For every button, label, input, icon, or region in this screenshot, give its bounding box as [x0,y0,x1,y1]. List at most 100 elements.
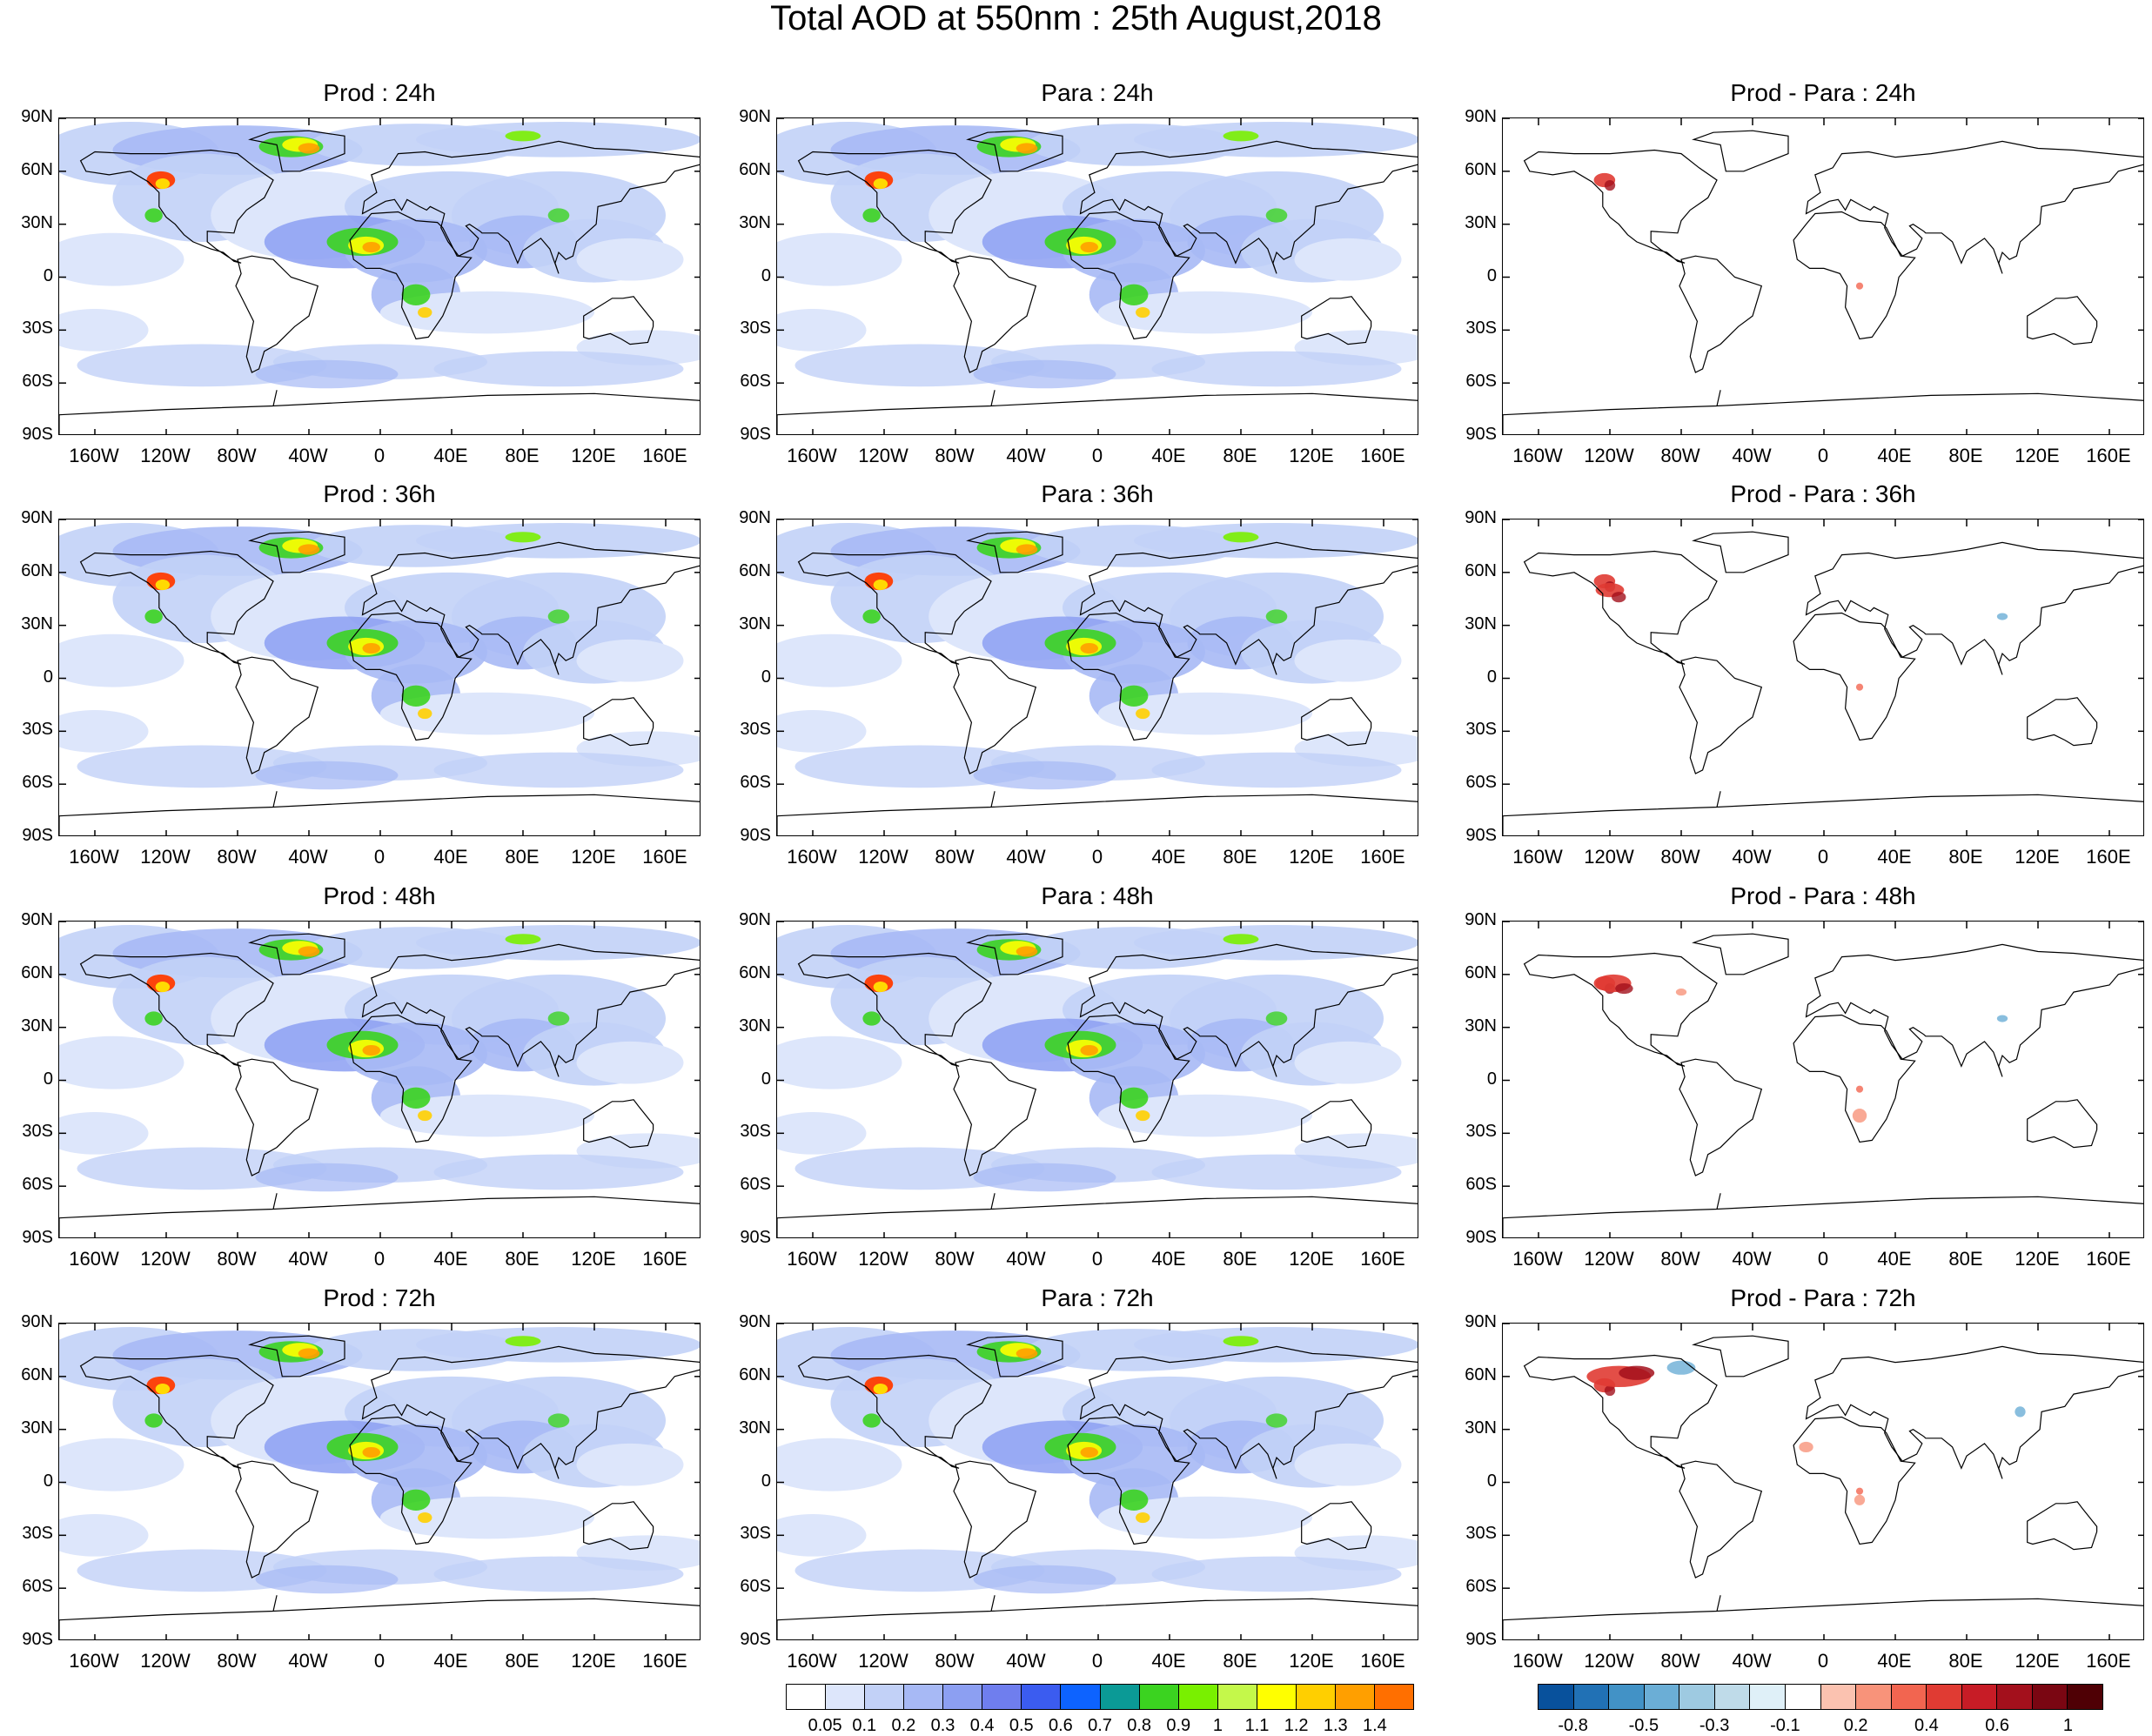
coastline [248,130,345,172]
lon-tick-label: 80W [217,846,257,868]
aod-field-patch [418,1511,432,1524]
lon-tick-label: 160E [2086,846,2131,868]
colorbar-label: 0.2 [891,1716,916,1735]
lat-tick-label: 0 [43,667,53,687]
coastline [966,531,1063,573]
lon-tick-label: 80W [1660,1650,1700,1672]
map-svg [59,118,700,434]
lon-tick-label: 0 [1091,1248,1103,1270]
lon-tick-label: 40W [1732,1248,1772,1270]
aod-field-patch [973,359,1116,389]
colorbar-swatch [1644,1685,1680,1709]
aod-field-patch [873,981,888,993]
coastline [966,130,1063,172]
lat-tick-label: 30N [1465,613,1497,633]
coastline [1079,943,1418,1077]
panel-title: Para : 24h [1041,79,1154,106]
lon-tick-label: 80E [505,1248,540,1270]
colorbar-label: 0.4 [969,1716,995,1735]
lon-tick-label: 120W [1584,1650,1634,1672]
difference-patch [1996,1015,2008,1022]
lon-tick-label: 40E [433,1650,468,1672]
lat-tick-label: 60N [739,560,771,580]
aod-field-patch [777,1036,902,1089]
difference-patch [2015,1406,2026,1418]
lon-tick-label: 120W [858,1248,908,1270]
aod-field-patch [777,309,867,352]
colorbar-swatch [1335,1685,1375,1709]
colorbar-label: -0.8 [1558,1716,1588,1735]
coastline [583,697,654,747]
aod-field-patch [505,532,541,543]
lon-tick-label: 0 [1817,1650,1829,1672]
aod-field-patch [547,609,570,624]
lat-tick-label: 30S [1465,1524,1497,1544]
aod-field-patch [777,1438,902,1491]
aod-field-patch [973,1163,1116,1192]
coastline [349,211,473,340]
colorbar-swatch [865,1685,905,1709]
colorbar-swatch [1257,1685,1297,1709]
lat-tick-label: 30N [739,212,771,232]
lon-tick-label: 40E [1151,1650,1186,1672]
lat-tick-label: 30S [22,720,53,740]
lat-tick-label: 60S [1465,773,1497,793]
colorbar-swatch [1139,1685,1179,1709]
lat-tick-label: 60S [1465,1175,1497,1195]
aod-colorbar [786,1684,1414,1710]
lat-tick-label: 90S [740,1630,771,1649]
colorbar-label: 1 [1212,1716,1223,1735]
aod-field-patch [1119,284,1149,305]
lon-tick-label: 0 [1091,445,1103,466]
lat-tick-label: 30N [739,1015,771,1036]
lon-tick-label: 120E [571,1248,616,1270]
lon-tick-label: 120E [2015,846,2060,868]
colorbar-label: 0.2 [1843,1716,1868,1735]
lat-tick-label: 30N [1465,212,1497,232]
aod-field-patch [1119,685,1149,707]
coastline [583,1501,654,1551]
aod-field-patch [777,633,902,687]
lat-tick-label: 0 [761,1471,771,1491]
lat-tick-label: 90S [1465,425,1497,444]
coastline [79,550,274,665]
aod-field-patch [155,579,171,591]
lat-tick-label: 60N [739,1364,771,1384]
lon-tick-label: 40E [1877,1248,1912,1270]
aod-field-patch [1223,131,1259,142]
aod-field-patch [1098,1094,1312,1137]
aod-field-patch [862,609,881,624]
aod-field-patch [418,1109,432,1122]
coastline [235,1058,319,1176]
coastline [797,1354,992,1469]
panel-title: Prod - Para : 72h [1730,1284,1916,1311]
lon-tick-label: 40W [1732,445,1772,466]
aod-field-patch [1119,1489,1149,1511]
lon-tick-label: 120W [140,1248,191,1270]
coastline [777,1595,1418,1639]
lon-tick-label: 120E [1289,445,1334,466]
aod-field-patch [59,1112,149,1155]
lon-tick-label: 80W [935,445,975,466]
panel-title: Prod : 36h [323,480,436,507]
map-area [1502,921,2144,1238]
lon-tick-label: 80W [935,1650,975,1672]
lon-tick-label: 80W [217,1248,257,1270]
coastline [361,943,700,1077]
difference-patch [1604,179,1616,191]
lon-tick-label: 40W [288,1248,328,1270]
aod-field-patch [1016,1348,1038,1359]
lat-tick-label: 90S [1465,1228,1497,1247]
map-panel: Prod : 24h 90N 60N 30N 0 30S 60S 90S 160W 120W 80W… [21,79,701,466]
aod-field-patch [298,143,320,154]
lat-tick-label: 90N [739,107,771,126]
lon-tick-label: 160E [2086,1248,2131,1270]
lat-tick-label: 0 [761,667,771,687]
aod-field-patch [1294,1443,1402,1486]
coastline [1067,211,1190,340]
lon-tick-label: 120E [571,846,616,868]
lon-tick-label: 80E [1948,846,1983,868]
lon-tick-label: 0 [1091,1650,1103,1672]
aod-field-patch [547,208,570,223]
lat-tick-label: 30N [21,1015,53,1036]
